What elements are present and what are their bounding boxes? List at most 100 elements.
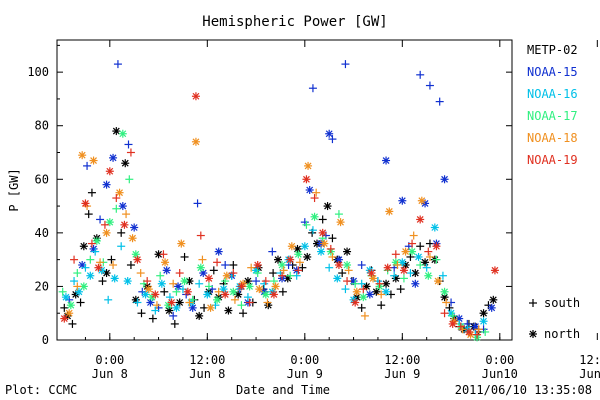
chart-title: Hemispheric Power [GW] (202, 14, 387, 30)
data-point (61, 293, 70, 302)
data-point (112, 194, 121, 203)
data-point (122, 210, 131, 219)
data-point (448, 311, 457, 320)
data-point (104, 295, 113, 304)
y-tick-label: 100 (27, 65, 49, 79)
data-point (399, 274, 408, 283)
data-point (287, 242, 296, 251)
data-point (214, 287, 223, 296)
data-point (133, 255, 142, 264)
data-point (237, 282, 246, 291)
data-point (214, 247, 223, 256)
data-point (396, 285, 405, 294)
y-tick-label: 20 (35, 279, 49, 293)
footer-plot-credit: Plot: CCMC (5, 383, 77, 397)
data-point (115, 188, 124, 197)
data-point (416, 215, 425, 224)
data-point (117, 242, 126, 251)
data-point (102, 180, 111, 189)
data-point (479, 309, 488, 318)
legend-entry-metp-02: METP-02 (527, 43, 578, 57)
data-point (406, 269, 415, 278)
legend-entry-noaa-16: NOAA-16 (527, 87, 578, 101)
data-point (165, 293, 174, 302)
data-point (131, 250, 140, 259)
data-point (286, 271, 295, 280)
y-axis: 0 20 40 60 80 100 (27, 44, 512, 347)
legend: METP-02 NOAA-15 NOAA-16 NOAA-17 NOAA-18 NOAA-… (527, 43, 578, 167)
data-point (399, 266, 408, 275)
data-point (278, 261, 287, 269)
data-point (198, 255, 207, 264)
data-point (98, 277, 107, 286)
data-point (81, 199, 90, 208)
data-point (268, 247, 277, 256)
y-tick-label: 60 (35, 172, 49, 186)
legend-entry-noaa-18: NOAA-18 (527, 131, 578, 145)
series-metp-02 (60, 127, 498, 336)
marker-legend-label: south (544, 296, 580, 310)
data-point (167, 298, 176, 307)
data-point (286, 255, 295, 264)
data-point (195, 279, 204, 288)
data-point (204, 282, 213, 291)
data-point (456, 322, 465, 331)
data-point (193, 199, 202, 208)
data-point (109, 153, 118, 162)
x-tick-time: 12:00 (189, 353, 225, 367)
data-point (375, 279, 384, 288)
data-point (253, 261, 262, 269)
data-point (401, 247, 410, 256)
data-point (66, 301, 75, 310)
data-point (279, 266, 288, 275)
data-point (252, 277, 261, 286)
data-point (295, 258, 304, 267)
data-point (487, 303, 496, 312)
data-point (79, 242, 88, 251)
data-point (385, 207, 394, 216)
data-point (328, 252, 337, 261)
data-point (86, 255, 95, 264)
data-point (308, 84, 317, 93)
data-point (333, 274, 342, 283)
data-point (180, 277, 189, 286)
data-point (369, 274, 378, 283)
data-point (416, 261, 425, 269)
data-point (326, 244, 335, 253)
data-point (310, 212, 319, 221)
data-point (157, 279, 166, 288)
data-point (318, 228, 327, 237)
data-point (425, 252, 434, 261)
data-point (303, 252, 312, 261)
y-tick-label: 80 (35, 119, 49, 133)
data-point (206, 303, 215, 312)
data-point (341, 285, 350, 294)
data-point (245, 282, 254, 291)
data-point (406, 252, 415, 261)
data-point (237, 301, 246, 310)
data-point (91, 247, 100, 256)
data-point (151, 290, 160, 299)
data-point (128, 234, 137, 243)
data-point (422, 263, 431, 272)
data-point (81, 263, 90, 272)
y-axis-label: P [GW] (7, 168, 21, 211)
data-point (70, 255, 79, 264)
data-point (161, 258, 170, 267)
data-point (172, 287, 181, 296)
series-noaa-17 (58, 129, 490, 342)
data-point (87, 239, 96, 248)
data-point (73, 269, 82, 278)
data-point (70, 277, 79, 286)
data-point (343, 247, 352, 256)
data-point (73, 282, 82, 291)
data-point (94, 263, 103, 272)
data-point (440, 175, 449, 184)
data-point (143, 277, 152, 286)
data-point (229, 287, 238, 296)
data-point (230, 295, 239, 304)
data-point (229, 261, 238, 269)
data-point (393, 261, 402, 269)
data-point (196, 231, 205, 240)
